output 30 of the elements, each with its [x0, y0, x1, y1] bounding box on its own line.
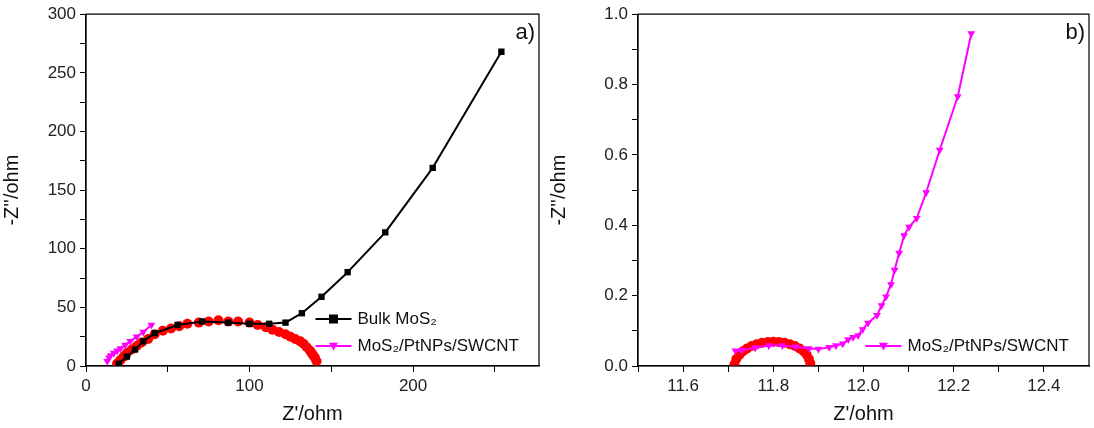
x-axis-title: Z'/ohm: [833, 401, 894, 424]
x-tick-label: 11.6: [667, 375, 700, 395]
x-tick-label: 100: [235, 375, 264, 395]
y-tick-label: 250: [47, 62, 76, 82]
y-axis-title: -Z''/ohm: [546, 154, 569, 226]
x-tick-label: 200: [398, 375, 428, 395]
y-axis-title: -Z''/ohm: [0, 154, 22, 226]
annotation: b): [1065, 19, 1085, 45]
y-tick-label: 0.0: [604, 355, 628, 375]
y-tick-label: 300: [47, 3, 76, 23]
x-tick-label: 12.4: [1027, 375, 1061, 395]
y-tick-label: 100: [47, 238, 76, 258]
y-tick-label: 0.4: [604, 214, 628, 234]
legend-label: MoS₂/PtNPs/SWCNT: [907, 335, 1069, 355]
x-tick-label: 12.0: [846, 375, 881, 395]
y-tick-label: 50: [57, 297, 76, 317]
y-tick-label: 1.0: [604, 3, 628, 23]
x-axis-title: Z'/ohm: [282, 401, 343, 424]
y-tick-label: 0.6: [604, 144, 628, 164]
y-tick-label: 0.2: [604, 285, 628, 305]
x-tick-label: 11.8: [757, 375, 790, 395]
x-tick-label: 0: [81, 375, 91, 395]
y-tick-label: 200: [47, 121, 76, 141]
legend-label: Bulk MoS₂: [357, 308, 437, 328]
y-tick-label: 0: [66, 355, 76, 375]
y-tick-label: 0.8: [604, 74, 628, 94]
x-tick-label: 12.2: [937, 375, 971, 395]
annotation: a): [515, 19, 535, 45]
y-tick-label: 150: [47, 179, 76, 199]
legend-label: MoS₂/PtNPs/SWCNT: [357, 335, 519, 355]
